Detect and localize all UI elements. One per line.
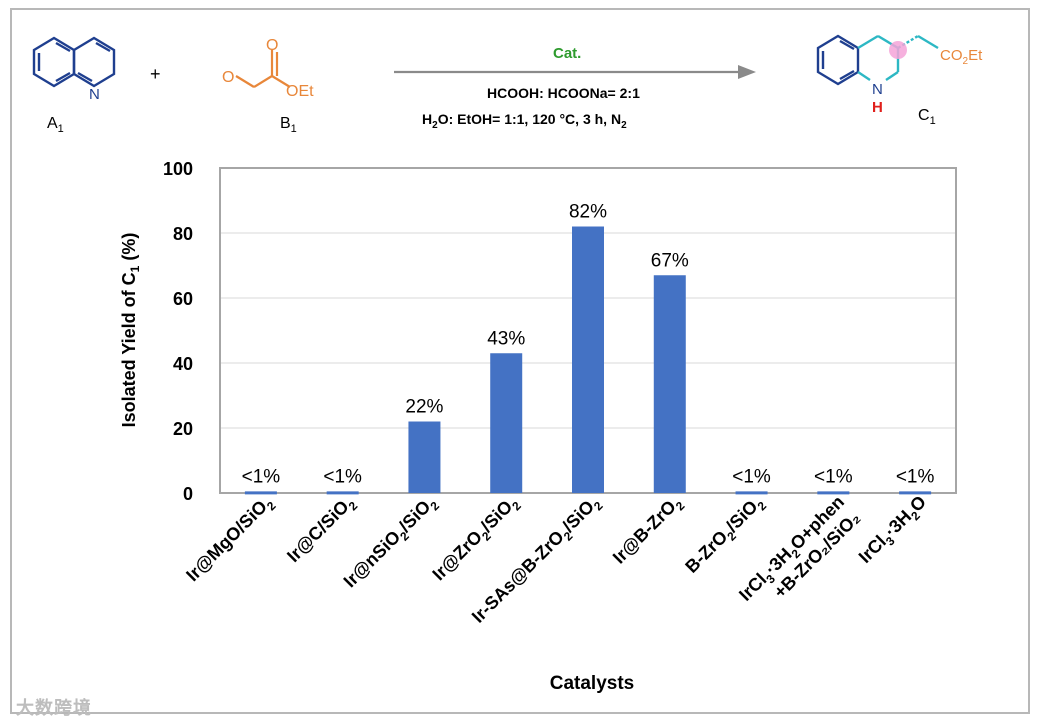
glyoxylate-o-left: O xyxy=(222,69,234,86)
bar xyxy=(326,491,359,495)
bar xyxy=(244,491,277,495)
y-axis-title: Isolated Yield of C1 (%) xyxy=(119,233,142,428)
y-tick-label: 60 xyxy=(173,289,193,309)
y-tick-label: 20 xyxy=(173,419,193,439)
bar xyxy=(899,491,932,495)
product-label: C1 xyxy=(918,107,936,127)
bar xyxy=(408,421,441,493)
product-n-label: N xyxy=(872,81,883,98)
reaction-arrow-head xyxy=(738,65,756,79)
bar xyxy=(572,226,604,493)
quinoline-structure xyxy=(32,36,116,88)
reactant-a-label: A1 xyxy=(47,115,64,135)
y-tick-label: 80 xyxy=(173,224,193,244)
bars xyxy=(244,226,932,495)
x-tick-label: B-ZrO2/SiO2 xyxy=(681,491,769,579)
catalyst-label: Cat. xyxy=(553,45,581,62)
data-label: <1% xyxy=(814,466,853,487)
data-label: 22% xyxy=(405,397,443,418)
watermark: 大数跨境 xyxy=(16,698,92,718)
radical-highlight xyxy=(889,41,907,59)
data-label: <1% xyxy=(896,466,935,487)
y-tick-label: 100 xyxy=(163,159,193,179)
plus-sign: + xyxy=(150,64,161,84)
bar xyxy=(490,353,523,493)
y-tick-label: 40 xyxy=(173,354,193,374)
x-axis-title: Catalysts xyxy=(550,673,635,694)
y-tick-labels: 0 20 40 60 80 100 xyxy=(163,159,193,504)
reactant-b-label: B1 xyxy=(280,115,297,135)
quinoline-n-label: N xyxy=(89,86,100,103)
reaction-scheme: N A1 + O O OEt B1 Cat. HCOOH: HCOONa= 2:… xyxy=(32,34,983,135)
x-tick-label: IrCl3·3H2O xyxy=(855,492,933,570)
glyoxylate-oet: OEt xyxy=(286,83,314,100)
glyoxylate-o-top: O xyxy=(266,37,278,54)
x-tick-labels: Ir@MgO/SiO2 Ir@C/SiO2Ir@nSiO2/SiO2Ir@ZrO2… xyxy=(182,491,933,627)
product-h-label: H xyxy=(872,99,883,116)
data-label: 67% xyxy=(651,250,689,271)
x-tick-label: Ir@MgO/SiO2 xyxy=(182,491,279,588)
ethyl-glyoxylate-structure xyxy=(235,50,291,88)
bar xyxy=(817,491,850,495)
x-tick-label: Ir@B-ZrO2 xyxy=(609,491,688,570)
x-tick-label: Ir@C/SiO2 xyxy=(283,491,360,568)
data-labels: <1% <1% 22% 43% 82% 67% <1% <1% <1% xyxy=(242,202,935,488)
data-label: <1% xyxy=(242,466,281,487)
data-label: <1% xyxy=(323,466,362,487)
product-ester-label: CO2Et xyxy=(940,47,983,67)
data-label: 43% xyxy=(487,328,525,349)
bar xyxy=(735,491,768,495)
data-label: 82% xyxy=(569,202,607,223)
data-label: <1% xyxy=(732,466,771,487)
condition-line-2: H2O: EtOH= 1:1, 120 °C, 3 h, N2 xyxy=(422,111,627,131)
y-tick-label: 0 xyxy=(183,484,193,504)
condition-line-1: HCOOH: HCOONa= 2:1 xyxy=(487,85,640,101)
bar xyxy=(653,275,686,493)
